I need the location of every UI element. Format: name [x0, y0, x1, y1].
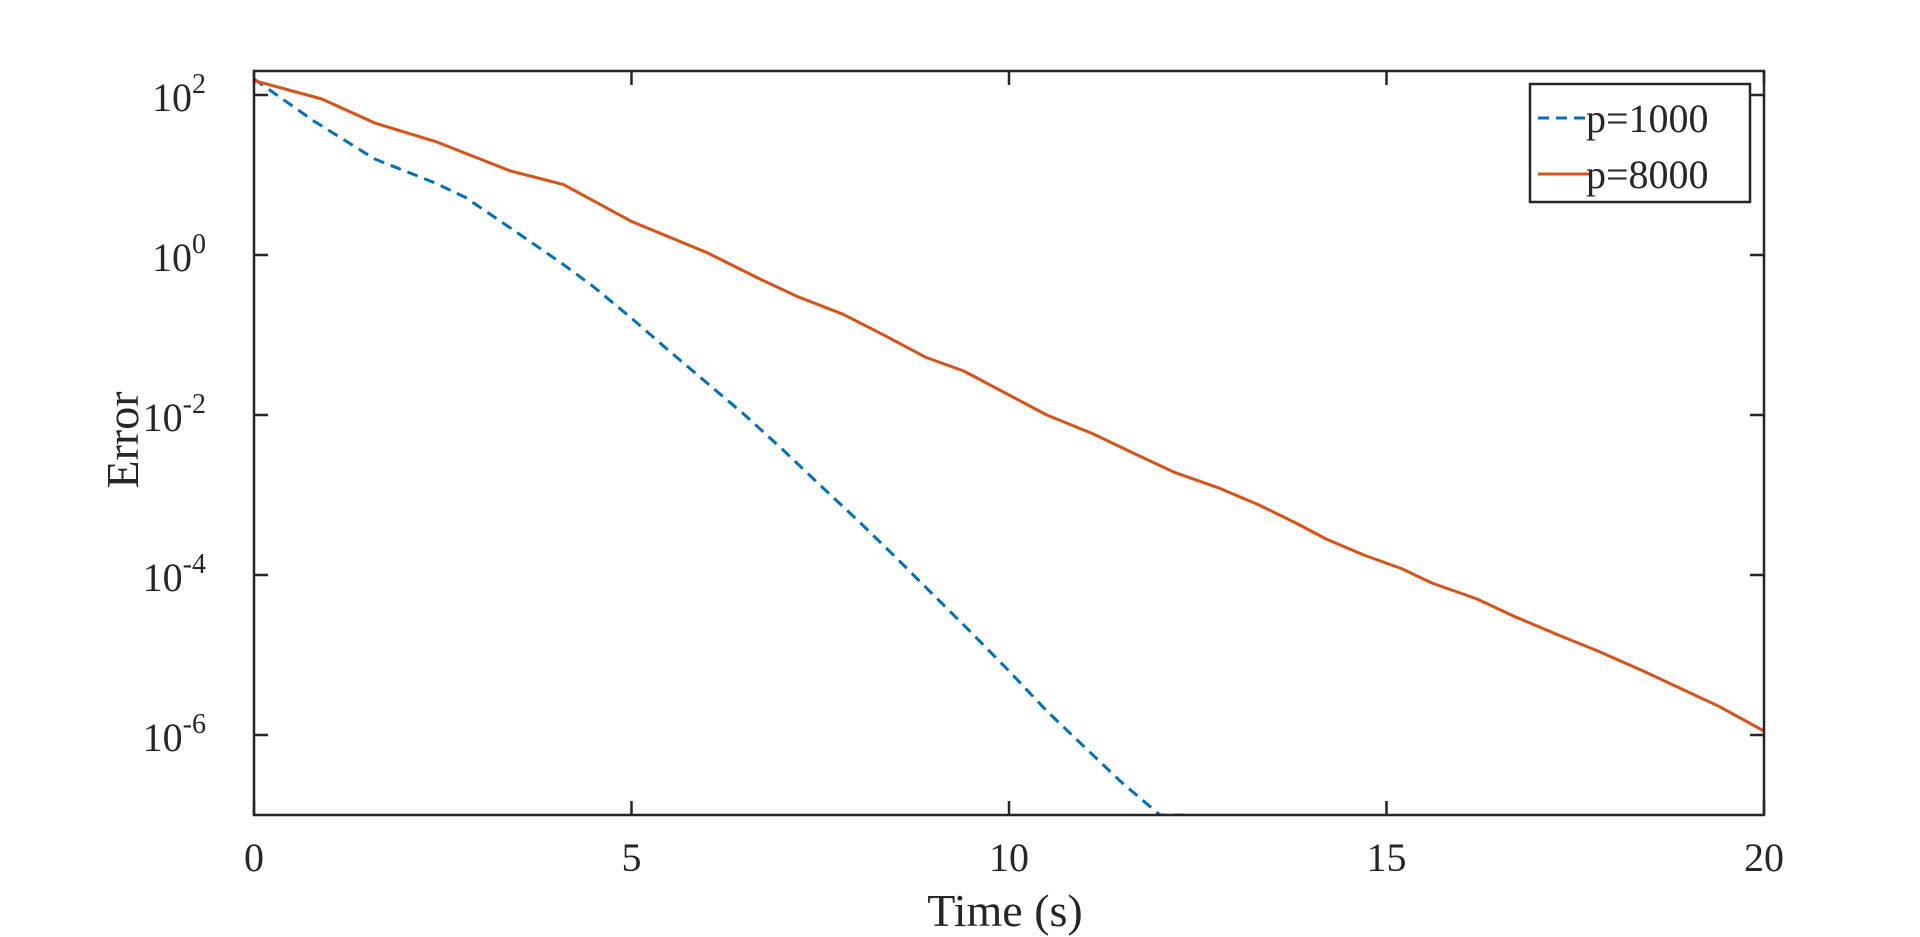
y-tick-label: 102 [152, 69, 206, 120]
y-tick-label: 10-6 [143, 709, 206, 760]
series-line-2 [254, 79, 1764, 733]
x-tick-label: 10 [989, 835, 1029, 880]
y-tick-label: 10-4 [143, 549, 206, 600]
x-tick-label: 0 [244, 835, 264, 880]
legend: p=1000 p=8000 [1528, 82, 1752, 204]
x-axis-label: Time (s) [927, 885, 1083, 936]
series-line-1 [254, 77, 1191, 815]
legend-label-1: p=1000 [1586, 96, 1709, 141]
x-tick-label: 20 [1744, 835, 1784, 880]
plot-marks [254, 77, 1764, 815]
y-tick-label: 100 [152, 229, 206, 280]
x-tick-label: 5 [622, 835, 642, 880]
x-axis-ticks: 0 5 10 15 20 [244, 71, 1784, 880]
legend-label-2: p=8000 [1586, 152, 1709, 197]
y-axis-label: Error [97, 391, 148, 488]
y-axis-ticks: 102 100 10-2 10-4 10-6 [143, 69, 1764, 760]
y-tick-label: 10-2 [143, 389, 206, 440]
legend-box [1528, 82, 1752, 204]
x-tick-label: 15 [1367, 835, 1407, 880]
